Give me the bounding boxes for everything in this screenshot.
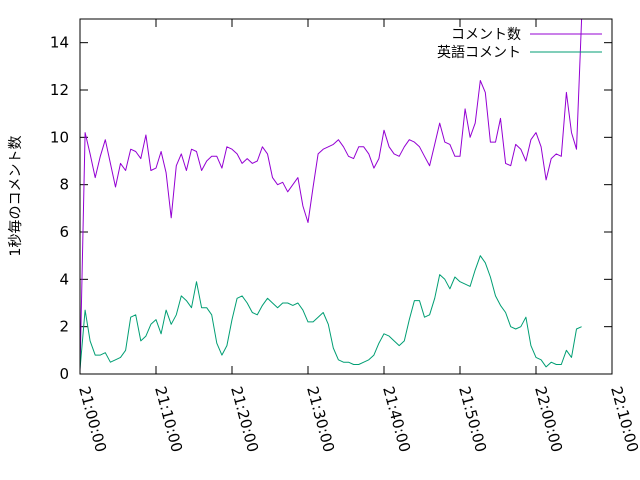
y-tick-label: 10 — [50, 128, 69, 146]
legend-label-2: 英語コメント — [437, 44, 521, 61]
y-axis-ticks: 0 2 4 6 8 10 12 14 — [50, 34, 612, 383]
y-tick-label: 0 — [59, 365, 69, 383]
x-tick-label: 22:00:00 — [531, 384, 566, 454]
x-tick-label: 21:20:00 — [227, 384, 262, 454]
series-line-1 — [79, 18, 583, 372]
y-tick-label: 8 — [59, 176, 69, 194]
y-tick-label: 6 — [59, 223, 69, 241]
y-tick-label: 14 — [50, 34, 69, 52]
x-tick-label: 21:30:00 — [303, 384, 338, 454]
x-tick-label: 21:10:00 — [151, 384, 186, 454]
x-tick-label: 21:40:00 — [379, 384, 414, 454]
x-tick-label: 22:10:00 — [607, 384, 640, 454]
y-tick-label: 2 — [59, 318, 69, 336]
x-axis-ticks: 21:00:00 21:10:00 21:20:00 21:30:00 21:40:00… — [75, 19, 640, 454]
x-tick-label: 21:50:00 — [455, 384, 490, 454]
series-lines — [79, 18, 583, 372]
legend-label-1: コメント数 — [451, 27, 521, 43]
series-line-2 — [79, 255, 582, 370]
y-tick-label: 12 — [50, 81, 69, 99]
y-tick-label: 4 — [59, 270, 69, 288]
plot-border — [79, 18, 613, 375]
y-axis-title: 1秒毎のコメント数 — [8, 136, 24, 257]
x-tick-label: 21:00:00 — [75, 384, 110, 454]
